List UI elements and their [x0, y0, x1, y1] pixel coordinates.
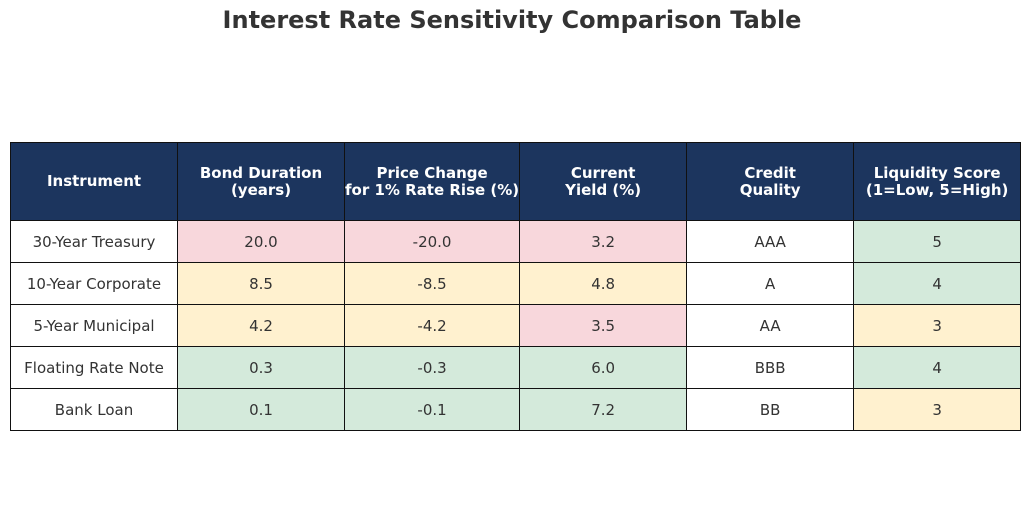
chart-title: Interest Rate Sensitivity Comparison Tab…	[222, 6, 802, 34]
cell-bond-duration: 0.1	[177, 388, 345, 431]
table-row: Floating Rate Note 0.3 -0.3 6.0 BBB 4	[10, 346, 1022, 389]
cell-liquidity-score: 3	[853, 388, 1022, 431]
cell-price-change: -4.2	[343, 304, 521, 347]
cell-current-yield: 3.2	[519, 220, 688, 263]
cell-current-yield: 7.2	[519, 388, 688, 431]
table-header-row: Instrument Bond Duration (years) Price C…	[10, 142, 1022, 221]
header-bond-duration: Bond Duration (years)	[177, 142, 345, 221]
table-row: Bank Loan 0.1 -0.1 7.2 BB 3	[10, 388, 1022, 431]
cell-credit-quality: BB	[686, 388, 855, 431]
cell-credit-quality: AA	[686, 304, 855, 347]
cell-price-change: -20.0	[343, 220, 521, 263]
cell-current-yield: 3.5	[519, 304, 688, 347]
cell-bond-duration: 20.0	[177, 220, 345, 263]
cell-instrument: Floating Rate Note	[10, 346, 178, 389]
cell-credit-quality: AAA	[686, 220, 855, 263]
sensitivity-table: Instrument Bond Duration (years) Price C…	[10, 142, 1022, 431]
header-liquidity-score: Liquidity Score (1=Low, 5=High)	[853, 142, 1022, 221]
cell-bond-duration: 0.3	[177, 346, 345, 389]
header-credit-quality: Credit Quality	[686, 142, 855, 221]
cell-liquidity-score: 3	[853, 304, 1022, 347]
cell-liquidity-score: 5	[853, 220, 1022, 263]
cell-credit-quality: A	[686, 262, 855, 305]
table-row: 5-Year Municipal 4.2 -4.2 3.5 AA 3	[10, 304, 1022, 347]
cell-liquidity-score: 4	[853, 346, 1022, 389]
cell-price-change: -0.3	[343, 346, 521, 389]
cell-bond-duration: 8.5	[177, 262, 345, 305]
cell-current-yield: 6.0	[519, 346, 688, 389]
cell-bond-duration: 4.2	[177, 304, 345, 347]
cell-price-change: -8.5	[343, 262, 521, 305]
cell-instrument: 5-Year Municipal	[10, 304, 178, 347]
header-price-change: Price Change for 1% Rate Rise (%)	[343, 142, 521, 221]
header-instrument: Instrument	[10, 142, 178, 221]
cell-instrument: Bank Loan	[10, 388, 178, 431]
cell-credit-quality: BBB	[686, 346, 855, 389]
cell-current-yield: 4.8	[519, 262, 688, 305]
header-current-yield: Current Yield (%)	[519, 142, 688, 221]
table-row: 10-Year Corporate 8.5 -8.5 4.8 A 4	[10, 262, 1022, 305]
cell-instrument: 30-Year Treasury	[10, 220, 178, 263]
table-row: 30-Year Treasury 20.0 -20.0 3.2 AAA 5	[10, 220, 1022, 263]
cell-liquidity-score: 4	[853, 262, 1022, 305]
cell-instrument: 10-Year Corporate	[10, 262, 178, 305]
cell-price-change: -0.1	[343, 388, 521, 431]
